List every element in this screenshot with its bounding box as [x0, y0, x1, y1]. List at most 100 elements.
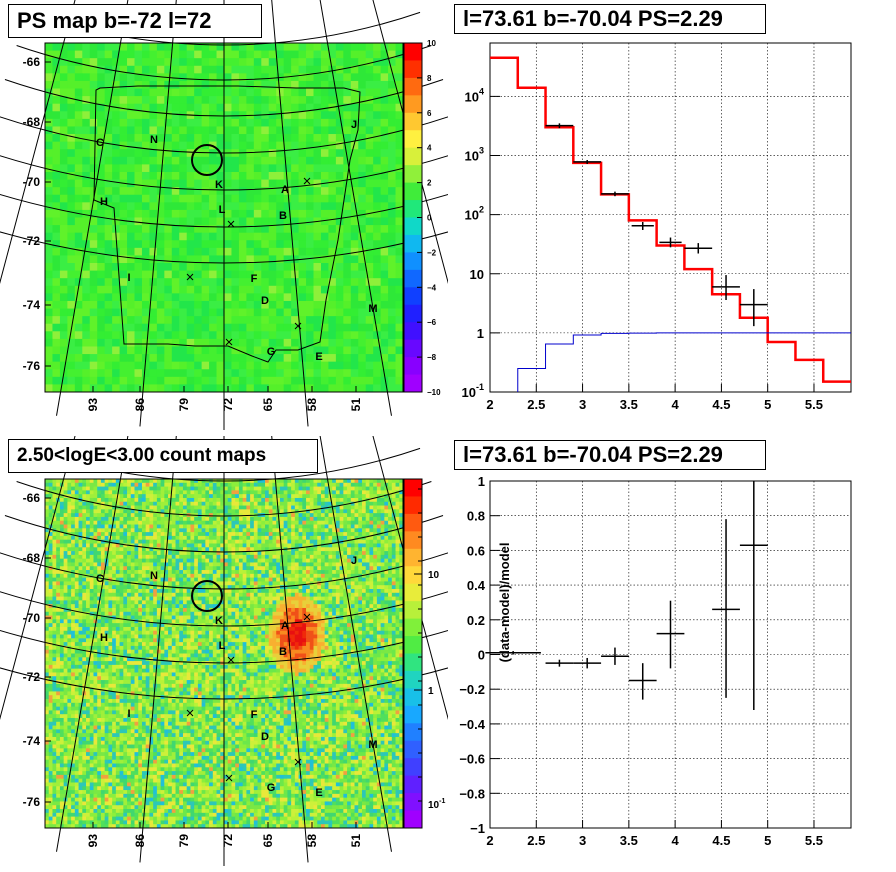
ps-map-pixel [82, 149, 91, 158]
ps-map-pixel [82, 141, 91, 150]
count-map-pixel [309, 547, 314, 552]
ps-map-pixel [97, 73, 106, 82]
count-map-pixel [224, 520, 229, 525]
count-map-pixel [164, 497, 169, 503]
ps-map-pixel [276, 80, 285, 89]
count-map-pixel [212, 558, 217, 563]
count-map-pixel [141, 535, 147, 541]
ps-map-pixel [209, 247, 217, 256]
count-map-pixel [224, 513, 229, 518]
ps-map-pixel [261, 376, 270, 385]
count-map-pixel [395, 554, 400, 560]
ps-map-pixel [320, 384, 329, 393]
ps-map-pixel [74, 149, 83, 158]
count-map-pixel [268, 482, 273, 487]
ps-map-pixel [231, 217, 240, 226]
ps-map-label-k: K [215, 179, 223, 191]
ps-map-pixel [171, 369, 180, 378]
ps-map-pixel [209, 73, 217, 82]
ps-map-pixel [335, 278, 344, 287]
count-map-pixel [332, 573, 337, 579]
ps-map-pixel [306, 50, 314, 59]
ps-map-pixel [194, 369, 203, 378]
count-map-pixel [332, 501, 337, 506]
count-map-pixel [127, 509, 132, 514]
ps-map-pixel [104, 338, 113, 347]
count-map-pixel [74, 505, 79, 510]
spectrum-title: l=73.61 b=-70.04 PS=2.29 [454, 4, 766, 34]
ps-map-pixel [149, 369, 158, 378]
count-map-pixel [100, 490, 106, 495]
count-map-pixel [168, 479, 173, 484]
ps-map-pixel [216, 118, 225, 127]
ps-map-pixel [67, 103, 76, 112]
count-map-pixel [238, 482, 244, 487]
count-map-pixel [123, 554, 128, 560]
ps-map-pixel [298, 270, 307, 279]
ps-map-pixel [365, 194, 374, 203]
count-map-pixel [365, 524, 370, 529]
ps-map-pixel [268, 134, 277, 143]
ps-map-pixel [253, 263, 262, 272]
ps-map-pixel [67, 331, 76, 340]
count-map-pixel [369, 539, 374, 544]
count-map-pixel [369, 524, 374, 529]
count-map-pixel [365, 479, 370, 484]
ps-map-pixel [268, 141, 277, 150]
count-map-pixel [350, 566, 355, 571]
count-map-pixel [391, 479, 396, 484]
count-map-pixel [399, 554, 404, 560]
count-map-pixel [45, 516, 50, 522]
ps-map-pixel [253, 323, 262, 332]
count-map-pixel [145, 516, 150, 522]
count-map-pixel [343, 562, 348, 567]
count-map-pixel [108, 509, 113, 514]
count-map-pixel [287, 520, 292, 525]
count-map-pixel [160, 513, 165, 518]
ps-map-pixel [134, 50, 143, 59]
ps-map-pixel [201, 164, 210, 173]
count-map-pixel [324, 494, 329, 499]
ps-map-pixel [186, 217, 195, 226]
count-map-pixel [395, 547, 400, 552]
count-map-pixel [313, 505, 318, 510]
ps-map-pixel [179, 209, 188, 218]
ps-map-pixel [104, 270, 113, 279]
ps-map-pixel [45, 149, 53, 158]
ps-map-pixel [74, 255, 83, 264]
ps-map-pixel [253, 179, 262, 188]
count-map-pixel [350, 524, 355, 529]
ps-map-pixel [373, 308, 382, 317]
count-map-pixel [227, 505, 232, 510]
count-map-pixel [306, 539, 311, 544]
ps-map-pixel [194, 118, 203, 127]
count-map-pixel [246, 524, 251, 529]
ps-map-pixel [276, 270, 285, 279]
count-map-pixel [112, 573, 117, 579]
count-map-pixel [358, 490, 363, 495]
count-map-pixel [160, 497, 165, 503]
ps-map-pixel [104, 361, 113, 370]
ps-map-pixel [186, 202, 195, 211]
ps-map-pixel [52, 255, 61, 264]
ps-map-pixel [209, 331, 217, 340]
count-map-pixel [89, 577, 94, 582]
ps-map-pixel [89, 300, 98, 309]
ps-map-pixel [350, 96, 359, 105]
count-map-pixel [339, 516, 344, 522]
ps-map-pixel [82, 80, 91, 89]
count-map-pixel [171, 577, 176, 582]
count-map-pixel [194, 532, 199, 537]
ps-map-pixel [343, 300, 352, 309]
count-map-pixel [149, 494, 154, 499]
ps-map-pixel [313, 384, 322, 393]
ps-map-pixel [231, 247, 240, 256]
count-map-pixel [317, 479, 322, 484]
count-map-pixel [235, 482, 240, 487]
count-map-pixel [89, 486, 94, 491]
ps-map-pixel [119, 361, 128, 370]
ps-map-pixel [395, 126, 404, 135]
ps-map-pixel [52, 316, 61, 325]
ps-map-pixel [350, 255, 359, 264]
count-map-pixel-grid [45, 479, 404, 829]
